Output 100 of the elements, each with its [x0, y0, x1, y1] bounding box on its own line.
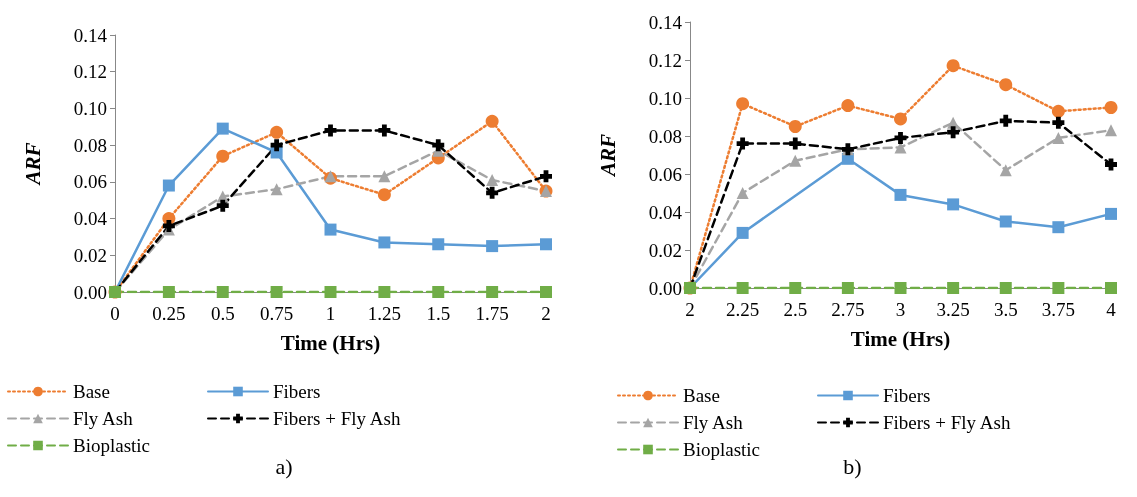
point: [947, 282, 960, 294]
x-axis-title: Time (Hrs): [280, 330, 381, 355]
point: [1051, 104, 1065, 118]
point: [162, 219, 175, 232]
point: [162, 286, 175, 298]
y-tick-label: 0.00: [648, 277, 682, 299]
point: [1052, 116, 1065, 129]
y-tick-label: 0.12: [648, 49, 682, 71]
point: [486, 286, 499, 298]
y-axis-title: ARF: [595, 133, 620, 179]
legend-label: Base: [683, 385, 720, 406]
point: [540, 238, 552, 251]
point: [946, 59, 960, 73]
x-tick-label: 2.5: [783, 299, 808, 320]
y-tick-label: 0.08: [73, 134, 107, 156]
x-tick-label: 0.25: [152, 303, 186, 324]
point: [736, 282, 749, 294]
point: [841, 282, 854, 294]
y-tick-label: 0.02: [73, 244, 107, 266]
point: [1052, 282, 1065, 294]
point: [216, 149, 230, 163]
x-tick-label: 1: [325, 303, 336, 324]
point: [1105, 207, 1117, 220]
point: [486, 174, 499, 187]
y-tick-label: 0.02: [648, 239, 682, 261]
point: [736, 97, 750, 111]
point: [947, 126, 960, 139]
point: [736, 137, 749, 150]
point: [540, 286, 552, 298]
point: [999, 282, 1012, 294]
point: [486, 240, 499, 253]
x-tick-label: 2: [541, 303, 551, 324]
point: [162, 179, 175, 192]
point: [324, 223, 337, 236]
point: [789, 282, 802, 294]
legend-label: Fibers + Fly Ash: [883, 412, 1011, 433]
point: [894, 188, 907, 201]
legend-label: Fibers + Fly Ash: [273, 408, 401, 429]
point: [999, 215, 1012, 228]
point: [486, 186, 499, 199]
x-tick-label: 1.25: [367, 303, 401, 324]
y-tick-label: 0.12: [73, 61, 107, 83]
point: [788, 120, 802, 133]
legend-label: Bioplastic: [73, 435, 151, 456]
point: [999, 114, 1012, 127]
y-axis-title: ARF: [20, 142, 45, 187]
point: [270, 183, 283, 196]
point: [216, 122, 229, 135]
point: [736, 226, 749, 239]
point: [736, 187, 749, 199]
point: [324, 286, 337, 298]
point: [378, 286, 391, 298]
point: [378, 124, 391, 137]
point: [270, 125, 284, 139]
point: [894, 282, 907, 294]
point: [432, 139, 445, 152]
point: [1052, 221, 1065, 234]
text: a): [275, 453, 293, 479]
y-tick-label: 0.10: [73, 97, 107, 119]
x-tick-label: 3.5: [993, 299, 1018, 320]
legend-label: Fly Ash: [73, 408, 134, 429]
point: [999, 164, 1012, 177]
point: [270, 286, 283, 298]
point: [485, 114, 499, 128]
legend-label: Bioplastic: [683, 439, 761, 460]
x-tick-label: 4: [1106, 299, 1117, 320]
point: [324, 124, 337, 137]
y-tick-label: 0.08: [648, 125, 682, 147]
x-tick-label: 3.25: [936, 299, 970, 320]
text: b): [843, 453, 862, 479]
y-tick-label: 0.06: [73, 171, 107, 193]
y-tick-label: 0.00: [73, 281, 107, 303]
point: [540, 170, 552, 183]
y-tick-label: 0.14: [648, 11, 683, 33]
point: [216, 286, 229, 298]
x-tick-label: 0.5: [210, 303, 235, 324]
point: [378, 236, 391, 249]
legend-label: Fly Ash: [683, 412, 744, 433]
x-tick-label: 0.75: [260, 303, 294, 324]
x-tick-label: 2.25: [726, 299, 760, 320]
point: [1052, 131, 1065, 144]
x-tick-label: 1.5: [426, 303, 451, 324]
point: [377, 188, 391, 202]
y-tick-label: 0.04: [73, 208, 108, 230]
point: [947, 198, 960, 211]
point: [894, 131, 907, 144]
legend-label: Fibers: [273, 381, 321, 402]
point: [1104, 101, 1118, 114]
point: [789, 137, 802, 150]
point: [432, 238, 445, 251]
point: [216, 199, 229, 212]
x-tick-label: 1.75: [475, 303, 509, 324]
point: [1105, 282, 1117, 294]
x-tick-label: 3: [895, 299, 906, 320]
legend-label: Base: [73, 381, 110, 402]
y-tick-label: 0.06: [648, 163, 682, 185]
point: [841, 99, 855, 113]
x-tick-label: 0: [110, 303, 120, 324]
x-tick-label: 2: [685, 299, 695, 320]
x-axis-title: Time (Hrs): [850, 326, 951, 351]
